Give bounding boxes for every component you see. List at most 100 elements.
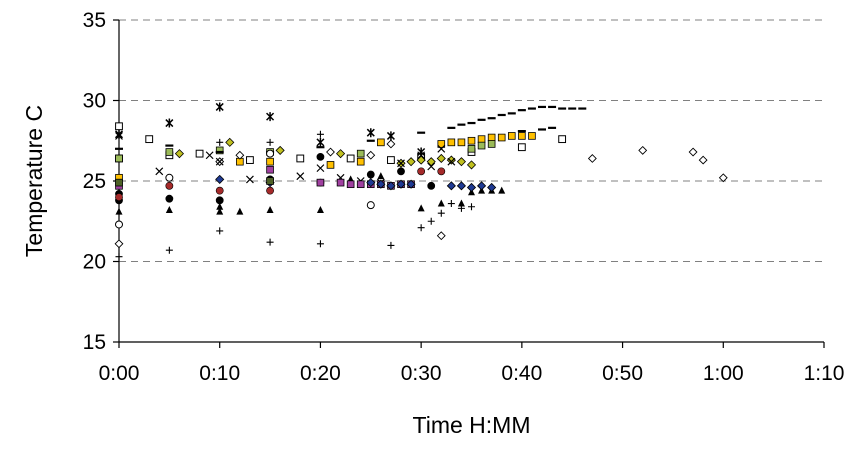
data-point <box>115 154 123 163</box>
x-tick-label: 0:30 <box>401 362 442 385</box>
data-point <box>397 159 405 168</box>
x-axis-title: Time H:MM <box>413 412 531 438</box>
data-point <box>387 241 395 249</box>
data-point <box>316 152 325 161</box>
data-point <box>366 201 375 210</box>
data-point <box>205 151 214 160</box>
data-point <box>487 182 497 193</box>
data-point <box>215 102 224 112</box>
data-point <box>316 130 324 138</box>
data-point <box>165 173 174 182</box>
x-tick-label: 0:40 <box>501 362 542 385</box>
data-point <box>165 246 173 254</box>
data-point <box>266 177 274 185</box>
y-tick-label: 35 <box>83 9 106 32</box>
data-point <box>417 224 425 232</box>
data-point <box>396 179 406 189</box>
data-point <box>114 239 124 249</box>
y-tick-label: 30 <box>83 90 106 113</box>
data-point <box>216 202 224 210</box>
gridlines <box>119 19 824 262</box>
data-point <box>356 180 365 189</box>
data-point <box>246 156 254 164</box>
data-point <box>456 181 466 191</box>
data-point <box>376 179 386 189</box>
data-point <box>356 149 365 158</box>
data-point <box>528 132 536 140</box>
data-point <box>377 138 385 147</box>
data-point <box>397 167 405 176</box>
data-point <box>266 138 274 146</box>
data-point <box>406 157 416 167</box>
data-points <box>114 102 728 261</box>
x-tick-label: 1:00 <box>703 362 744 385</box>
data-point <box>417 204 425 212</box>
data-point <box>266 238 274 246</box>
data-point <box>437 144 446 153</box>
data-point <box>115 193 123 201</box>
data-point <box>246 175 254 184</box>
data-point <box>427 217 435 225</box>
data-point <box>427 181 436 190</box>
data-point <box>477 181 487 191</box>
data-point <box>477 135 486 143</box>
data-point <box>366 170 375 179</box>
data-point <box>115 220 123 229</box>
data-point <box>427 162 436 171</box>
data-point <box>436 153 446 164</box>
data-point <box>235 150 245 160</box>
data-point <box>518 132 526 140</box>
data-point <box>316 164 325 173</box>
data-point <box>115 122 123 131</box>
data-point <box>155 167 164 176</box>
data-point <box>437 140 446 148</box>
x-tick-label: 0:20 <box>300 362 341 385</box>
x-tick-label: 0:00 <box>99 362 140 385</box>
y-tick-label: 25 <box>83 170 106 193</box>
data-point <box>467 144 476 153</box>
data-point <box>487 133 496 142</box>
data-point <box>436 231 446 241</box>
data-point <box>698 155 708 165</box>
data-point <box>165 205 173 213</box>
data-point <box>115 207 123 215</box>
data-point <box>487 140 496 148</box>
data-point <box>467 136 476 145</box>
data-point <box>688 147 698 157</box>
data-point <box>466 160 477 170</box>
data-point <box>457 138 466 147</box>
tick-labels: 15 20 25 30 35 0:00 0:10 0:20 0:30 0:40 0:50 1:00 1:… <box>83 9 845 385</box>
data-point <box>558 135 567 144</box>
x-tick-label: 1:10 <box>804 362 845 385</box>
data-point <box>406 179 416 189</box>
data-point <box>456 157 466 167</box>
data-point <box>296 172 305 181</box>
data-point <box>457 199 465 207</box>
data-point <box>346 154 355 163</box>
data-point <box>216 227 224 235</box>
data-point <box>266 205 274 213</box>
data-point <box>386 181 396 191</box>
data-point <box>174 149 184 159</box>
data-point <box>326 147 335 157</box>
data-point <box>316 205 324 213</box>
data-point <box>316 137 325 147</box>
data-point <box>296 154 305 163</box>
data-point <box>336 149 346 159</box>
data-point <box>225 137 235 147</box>
data-point <box>215 186 224 195</box>
data-point <box>517 143 526 152</box>
data-point <box>587 154 597 163</box>
data-point <box>468 203 475 211</box>
data-point <box>718 173 728 183</box>
data-point <box>377 172 385 180</box>
data-point <box>346 180 355 189</box>
data-point <box>115 178 123 187</box>
data-point <box>195 149 204 158</box>
data-point <box>266 165 274 174</box>
data-point <box>437 199 445 207</box>
data-point <box>366 178 376 188</box>
data-point <box>387 156 395 164</box>
data-point <box>145 135 154 144</box>
